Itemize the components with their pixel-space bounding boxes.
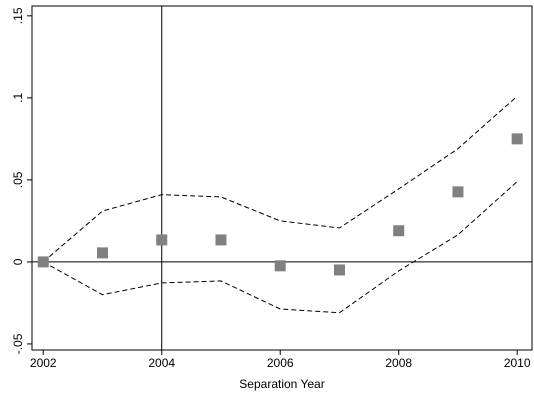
- x-tick-label: 2010: [504, 356, 531, 370]
- x-tick-label: 2006: [267, 356, 294, 370]
- x-tick-label: 2008: [385, 356, 412, 370]
- y-tick-label: .05: [11, 171, 25, 188]
- y-tick-label: .15: [11, 7, 25, 24]
- point: [37, 256, 49, 268]
- x-tick-label: 2002: [30, 356, 57, 370]
- point: [393, 225, 405, 237]
- point: [274, 260, 286, 272]
- x-tick-label: 2004: [148, 356, 175, 370]
- x-axis-label: Separation Year: [239, 377, 324, 391]
- confidence-bound: [43, 181, 518, 314]
- point: [452, 186, 464, 198]
- y-tick-label: -.05: [11, 333, 25, 354]
- y-tick-label: .1: [11, 93, 25, 103]
- point: [333, 264, 345, 276]
- plot-frame: [31, 5, 533, 351]
- point: [215, 234, 227, 246]
- point: [156, 234, 168, 246]
- point: [511, 133, 523, 145]
- point: [96, 247, 108, 259]
- confidence-bound: [42, 95, 518, 263]
- y-tick-label: 0: [11, 258, 25, 265]
